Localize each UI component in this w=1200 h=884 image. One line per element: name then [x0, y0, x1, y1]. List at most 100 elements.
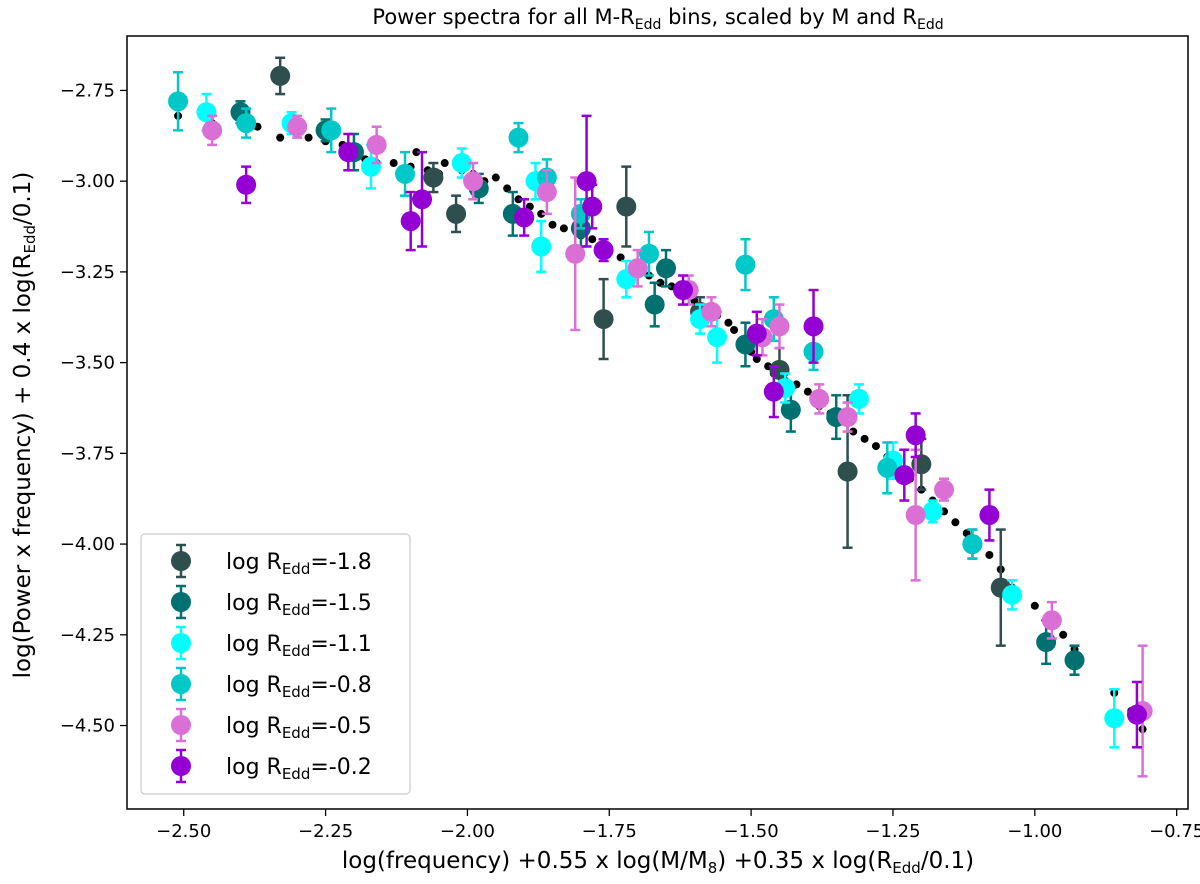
x-tick-label: −1.25: [865, 821, 920, 842]
data-point: [905, 505, 926, 526]
legend-marker: [171, 756, 191, 776]
data-point: [746, 323, 767, 344]
data-point: [837, 407, 858, 428]
data-point: [769, 316, 790, 337]
x-tick-label: −1.50: [724, 821, 779, 842]
x-tick-label: −2.00: [440, 821, 495, 842]
legend-entry: log REdd=-1.1: [171, 625, 372, 661]
data-point: [848, 388, 869, 409]
data-point: [321, 120, 342, 141]
data-point: [287, 116, 308, 137]
y-tick-label: −3.25: [60, 262, 115, 283]
data-point: [395, 163, 416, 184]
data-point: [656, 258, 677, 279]
data-point: [1126, 704, 1147, 725]
data-point: [360, 156, 381, 177]
data-point: [1064, 650, 1085, 671]
data-point: [338, 142, 359, 163]
data-point: [979, 505, 1000, 526]
x-tick-label: −2.25: [298, 821, 353, 842]
legend-entry: log REdd=-1.8: [171, 543, 372, 579]
axes-layer: −2.50 −2.25 −2.00 −1.75 −1.50 −1.25 −1.00 −0.75…: [60, 35, 1200, 842]
data-point: [400, 211, 421, 232]
data-point: [423, 167, 444, 188]
x-axis-title-mid: ) +0.35 x log(R: [717, 848, 892, 874]
data-point: [803, 316, 824, 337]
data-point: [934, 479, 955, 500]
model-point: [951, 518, 960, 527]
model-point: [588, 235, 597, 244]
plot-frame: [126, 35, 1189, 810]
legend-marker: [171, 715, 191, 735]
legend-entry: log REdd=-1.5: [171, 584, 372, 620]
data-point: [196, 102, 217, 123]
data-point: [1036, 632, 1057, 653]
model-point: [730, 325, 739, 334]
data-point: [701, 301, 722, 322]
data-point: [780, 399, 801, 420]
y-tick-label: −3.75: [60, 443, 115, 464]
data-point: [905, 425, 926, 446]
y-tick-label: −4.00: [60, 534, 115, 555]
series-5: [202, 114, 1153, 778]
model-point: [860, 434, 869, 443]
y-tick-label: −2.75: [60, 80, 115, 101]
y-axis-title-post: /0.1): [10, 172, 36, 225]
model-point: [616, 253, 625, 262]
series-4: [168, 71, 983, 560]
y-axis-title-pre: log(Power x frequency) + 0.4 x log(R: [10, 253, 36, 678]
model-point: [389, 159, 398, 168]
data-point: [536, 182, 557, 203]
data-point: [638, 243, 659, 264]
data-point: [735, 254, 756, 275]
model-point: [985, 550, 994, 559]
chart-title-sub1: Edd: [635, 17, 662, 33]
data-point: [202, 120, 223, 141]
model-point: [537, 209, 546, 218]
chart-title-mid: bins, scaled by M and R: [661, 5, 917, 29]
y-tick-label: −3.50: [60, 353, 115, 374]
data-point: [1002, 584, 1023, 605]
data-point: [582, 196, 603, 217]
data-series-layer: [168, 56, 1153, 778]
model-point: [1030, 601, 1039, 610]
data-point: [508, 127, 529, 148]
data-point: [644, 294, 665, 315]
data-point: [593, 240, 614, 261]
data-point: [1104, 708, 1125, 729]
legend-marker: [171, 551, 191, 571]
legend-label: log REdd=-1.5: [226, 591, 372, 619]
data-point: [616, 196, 637, 217]
data-point: [1041, 610, 1062, 631]
series-1: [270, 56, 1011, 647]
data-point: [877, 457, 898, 478]
legend-label: log REdd=-1.1: [226, 632, 372, 660]
legend-marker: [171, 633, 191, 653]
legend-box: [140, 533, 411, 795]
model-point: [656, 278, 665, 287]
data-point: [366, 134, 387, 155]
legend-entry: log REdd=-0.5: [171, 707, 372, 743]
model-point: [491, 173, 500, 182]
model-point: [724, 318, 733, 327]
x-axis-title-sub1: 8: [708, 859, 718, 877]
model-point: [276, 133, 285, 142]
series-6: [236, 114, 1147, 749]
legend-label: log REdd=-0.5: [226, 714, 372, 742]
legend-label: log REdd=-0.8: [226, 673, 372, 701]
model-point: [871, 442, 880, 451]
y-tick-label: −4.25: [60, 625, 115, 646]
data-point: [837, 461, 858, 482]
chart-title-sub2: Edd: [917, 17, 944, 33]
data-point: [451, 153, 472, 174]
model-point: [559, 224, 568, 233]
data-point: [236, 174, 257, 195]
data-point: [412, 189, 433, 210]
legend: log REdd=-1.8 log REdd=-1.5 log REdd=-1.1 l…: [140, 533, 411, 795]
data-point: [707, 327, 728, 348]
model-point: [440, 159, 449, 168]
data-point: [627, 258, 648, 279]
data-point: [894, 465, 915, 486]
y-axis-title-sub: Edd: [21, 225, 39, 254]
y-tick-label: −4.50: [60, 716, 115, 737]
